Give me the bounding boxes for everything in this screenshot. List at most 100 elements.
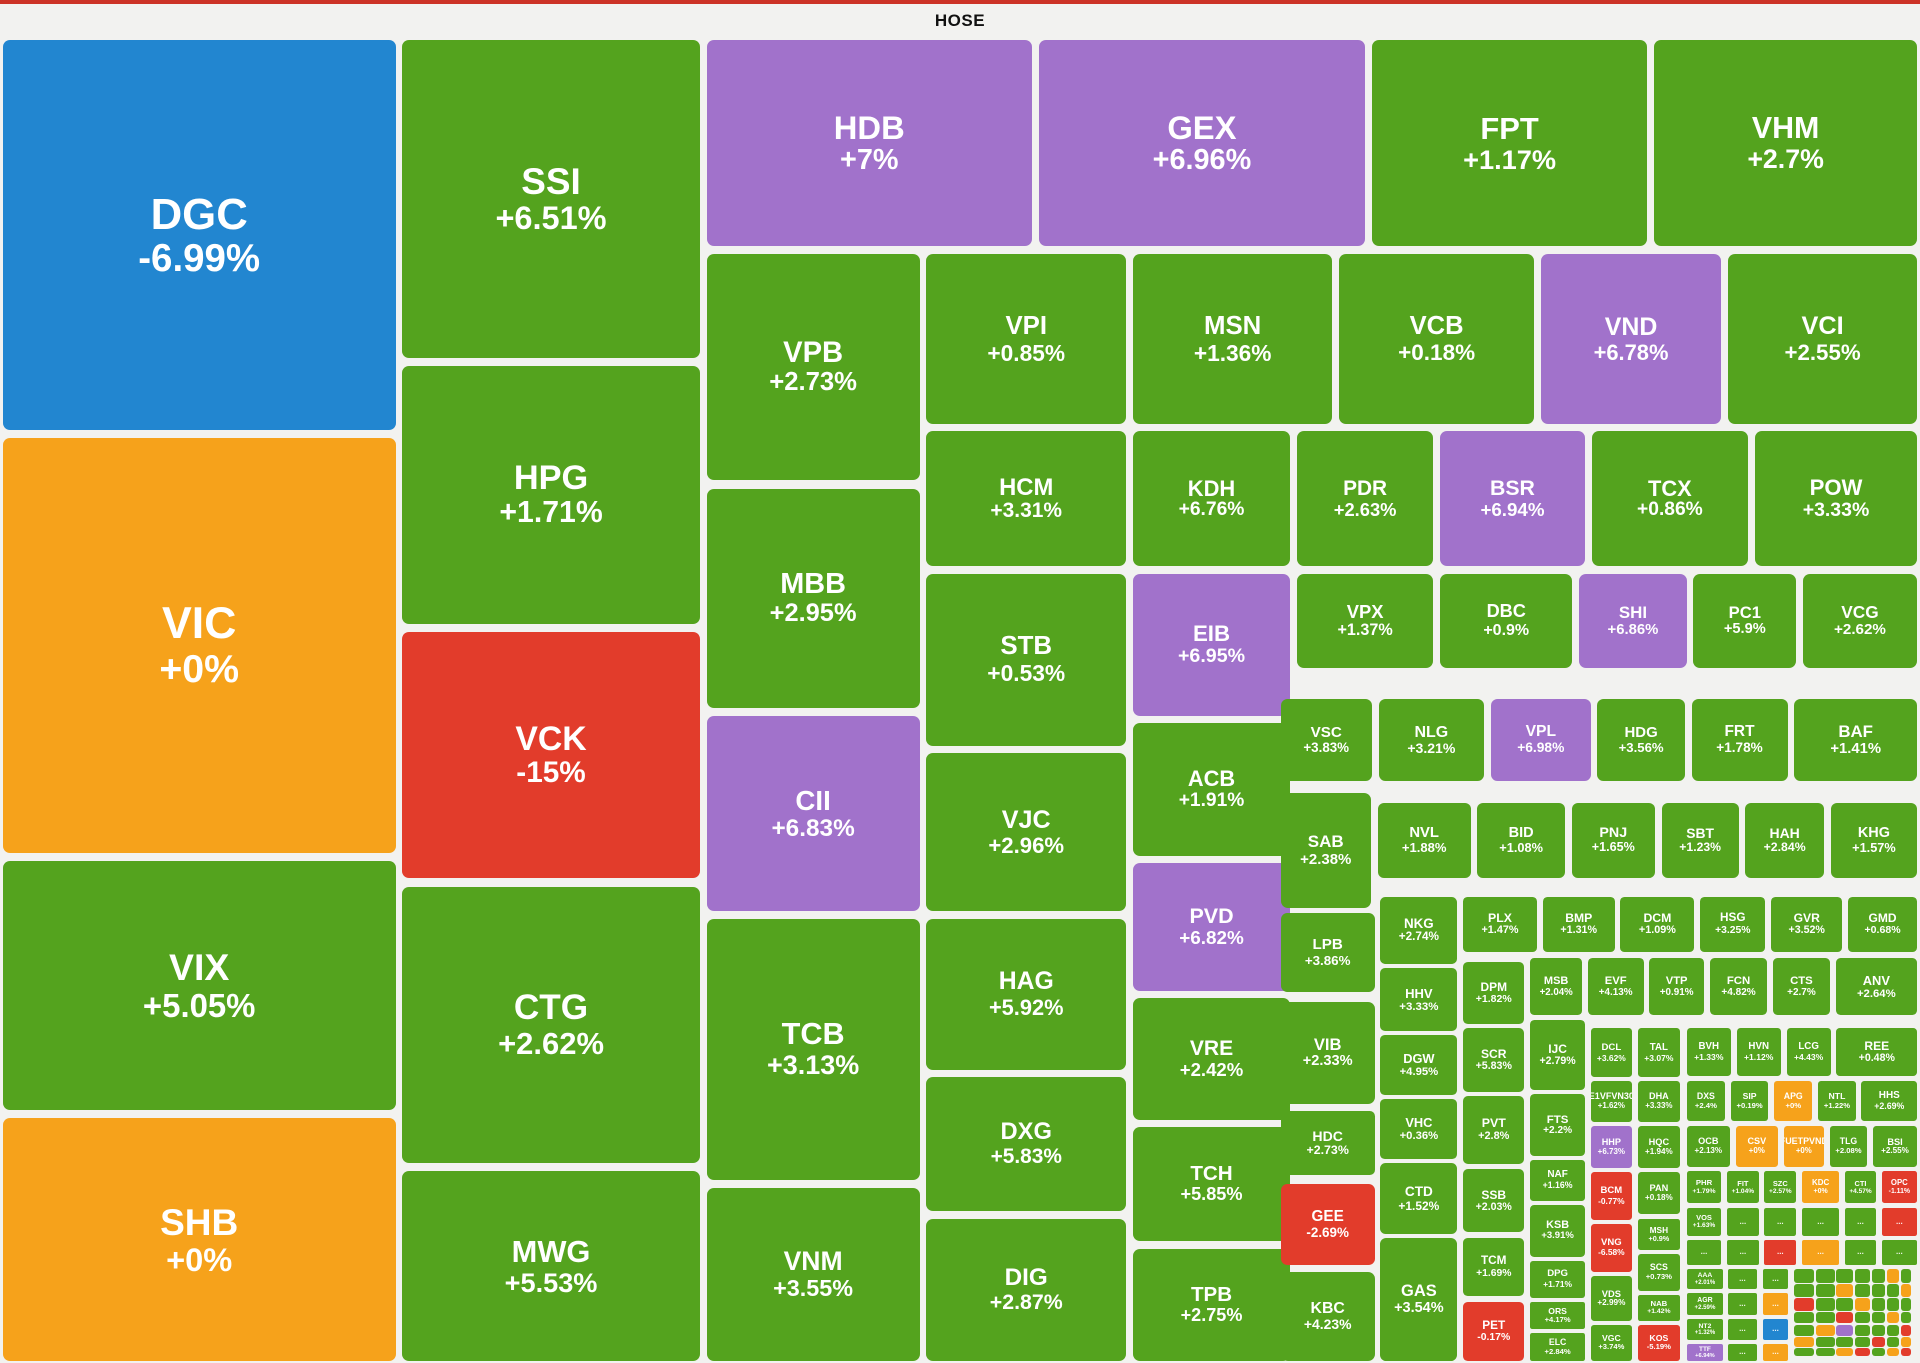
tile-VTP[interactable]: VTP +0.91% [1649, 958, 1704, 1016]
tile-HDC[interactable]: HDC +2.73% [1280, 1110, 1375, 1175]
micro-tile[interactable] [1900, 1283, 1912, 1297]
mini-tile[interactable]: ... [1845, 1240, 1876, 1265]
tile-GEX[interactable]: GEX +6.96% [1038, 40, 1366, 247]
micro-tile[interactable] [1900, 1348, 1912, 1357]
tile-GEE[interactable]: GEE -2.69% [1280, 1184, 1375, 1265]
tile-GVR[interactable]: GVR +3.52% [1771, 896, 1843, 953]
tile-VCI[interactable]: VCI +2.55% [1728, 254, 1918, 424]
tile-SHI[interactable]: SHI +6.86% [1579, 573, 1687, 668]
tile-VIX[interactable]: VIX +5.05% [2, 860, 396, 1111]
micro-tile[interactable] [1816, 1298, 1835, 1311]
tile-DPM[interactable]: DPM +1.82% [1463, 962, 1525, 1024]
tile-FTS[interactable]: FTS +2.2% [1530, 1094, 1585, 1156]
tile-HQC[interactable]: HQC +1.94% [1637, 1125, 1680, 1169]
micro-tile[interactable] [1816, 1268, 1835, 1283]
micro-tile[interactable] [1871, 1283, 1886, 1297]
mini-tile[interactable]: ... [1764, 1240, 1797, 1265]
mini-tile[interactable]: ... [1728, 1343, 1757, 1361]
tile-EIB[interactable]: EIB +6.95% [1132, 573, 1291, 716]
micro-tile[interactable] [1794, 1298, 1815, 1311]
micro-tile[interactable] [1871, 1348, 1886, 1357]
micro-tile[interactable] [1836, 1337, 1853, 1347]
micro-tile[interactable] [1816, 1311, 1835, 1324]
micro-tile[interactable] [1900, 1324, 1912, 1336]
tile-GMD[interactable]: GMD +0.68% [1848, 896, 1918, 953]
tile-POW[interactable]: POW +3.33% [1754, 431, 1918, 567]
tile-ORS[interactable]: ORS +4.17% [1530, 1301, 1585, 1329]
micro-tile[interactable] [1900, 1268, 1912, 1283]
tile-FUETPVND[interactable]: FUETPVND+0% [1783, 1125, 1824, 1167]
tile-BSR[interactable]: BSR +6.94% [1440, 431, 1585, 567]
tile-SIP[interactable]: SIP +0.19% [1730, 1080, 1769, 1122]
tile-NKG[interactable]: NKG +2.74% [1380, 896, 1458, 965]
micro-tile[interactable] [1871, 1311, 1886, 1324]
tile-HAG[interactable]: HAG +5.92% [926, 918, 1127, 1070]
tile-VCK[interactable]: VCK -15% [402, 631, 700, 879]
tile-KDH[interactable]: KDH +6.76% [1132, 431, 1291, 567]
tile-FCN[interactable]: FCN +4.82% [1709, 958, 1768, 1016]
tile-MSB[interactable]: MSB +2.04% [1530, 958, 1583, 1016]
tile-VNG[interactable]: VNG -6.58% [1590, 1223, 1632, 1272]
tile-MWG[interactable]: MWG +5.53% [402, 1171, 700, 1361]
tile-APG[interactable]: APG +0% [1774, 1080, 1813, 1122]
tile-CTI[interactable]: CTI +4.57% [1845, 1171, 1876, 1203]
micro-tile[interactable] [1886, 1311, 1899, 1324]
tile-DXS[interactable]: DXS +2.4% [1686, 1080, 1726, 1122]
micro-tile[interactable] [1871, 1268, 1886, 1283]
micro-tile[interactable] [1794, 1283, 1815, 1297]
mini-tile[interactable]: ... [1728, 1293, 1757, 1316]
micro-tile[interactable] [1900, 1337, 1912, 1347]
tile-PVD[interactable]: PVD +6.82% [1132, 863, 1291, 991]
tile-E1VFVN30[interactable]: E1VFVN30 +1.62% [1590, 1080, 1632, 1122]
mini-tile[interactable]: ... [1801, 1207, 1840, 1237]
tile-DGC[interactable]: DGC -6.99% [2, 40, 396, 431]
tile-VSC[interactable]: VSC +3.83% [1280, 699, 1372, 781]
tile-AGR[interactable]: AGR +2.59% [1686, 1293, 1724, 1316]
mini-tile[interactable]: ... [1762, 1268, 1789, 1290]
tile-VIB[interactable]: VIB +2.33% [1280, 1001, 1375, 1105]
tile-VIC[interactable]: VIC +0% [2, 438, 396, 853]
tile-VCG[interactable]: VCG +2.62% [1802, 573, 1918, 668]
tile-KBC[interactable]: KBC +4.23% [1280, 1271, 1375, 1361]
tile-HDB[interactable]: HDB +7% [706, 40, 1032, 247]
tile-PLX[interactable]: PLX +1.47% [1463, 896, 1537, 953]
micro-tile[interactable] [1900, 1298, 1912, 1311]
tile-VGC[interactable]: VGC +3.74% [1590, 1324, 1632, 1361]
tile-VPL[interactable]: VPL +6.98% [1490, 699, 1591, 781]
tile-HHS[interactable]: HHS +2.69% [1861, 1080, 1918, 1122]
micro-tile[interactable] [1794, 1337, 1815, 1347]
tile-SSB[interactable]: SSB +2.03% [1463, 1169, 1525, 1233]
tile-TPB[interactable]: TPB +2.75% [1132, 1248, 1291, 1361]
tile-VJC[interactable]: VJC +2.96% [926, 753, 1127, 912]
tile-VNM[interactable]: VNM +3.55% [706, 1187, 920, 1361]
tile-NAB[interactable]: NAB +1.42% [1637, 1294, 1680, 1321]
micro-tile[interactable] [1886, 1337, 1899, 1347]
tile-DCL[interactable]: DCL +3.62% [1590, 1028, 1632, 1078]
tile-VRE[interactable]: VRE +2.42% [1132, 998, 1291, 1120]
micro-tile[interactable] [1794, 1348, 1815, 1357]
tile-SCR[interactable]: SCR +5.83% [1463, 1028, 1525, 1092]
tile-VDS[interactable]: VDS +2.99% [1590, 1275, 1632, 1321]
tile-ACB[interactable]: ACB +1.91% [1132, 723, 1291, 856]
tile-STB[interactable]: STB +0.53% [926, 573, 1127, 746]
tile-VPX[interactable]: VPX +1.37% [1296, 573, 1434, 668]
mini-tile[interactable]: ... [1762, 1293, 1789, 1316]
tile-SZC[interactable]: SZC +2.57% [1764, 1171, 1797, 1203]
tile-VPB[interactable]: VPB +2.73% [706, 254, 920, 481]
tile-EVF[interactable]: EVF +4.13% [1587, 958, 1644, 1016]
tile-BMP[interactable]: BMP +1.31% [1542, 896, 1615, 953]
tile-TTF[interactable]: TTF +6.94% [1686, 1343, 1724, 1361]
tile-CII[interactable]: CII +6.83% [706, 716, 920, 912]
mini-tile[interactable]: ... [1881, 1207, 1918, 1237]
tile-VHM[interactable]: VHM +2.7% [1654, 40, 1918, 247]
micro-tile[interactable] [1836, 1268, 1853, 1283]
tile-DXG[interactable]: DXG +5.83% [926, 1077, 1127, 1211]
tile-DHA[interactable]: DHA +3.33% [1637, 1080, 1680, 1122]
micro-tile[interactable] [1871, 1324, 1886, 1336]
micro-tile[interactable] [1794, 1324, 1815, 1336]
micro-tile[interactable] [1854, 1324, 1870, 1336]
mini-tile[interactable]: ... [1728, 1268, 1757, 1290]
tile-NT2[interactable]: NT2 +1.32% [1686, 1319, 1724, 1340]
mini-tile[interactable]: ... [1728, 1319, 1757, 1340]
tile-KSB[interactable]: KSB +3.91% [1530, 1204, 1585, 1257]
